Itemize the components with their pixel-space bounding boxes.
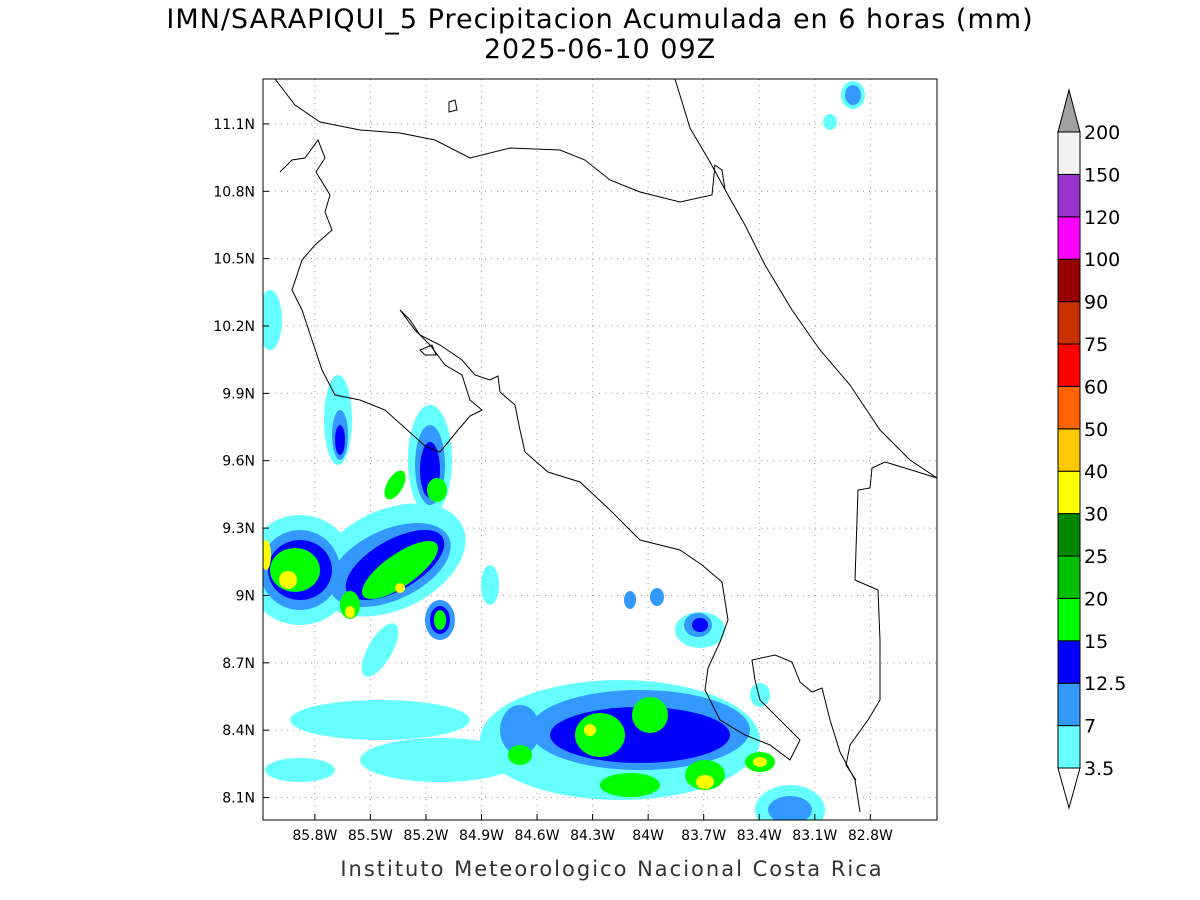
x-tick-label: 82.8W <box>848 828 893 844</box>
precipitation <box>263 81 865 820</box>
colorbar-box <box>1057 258 1081 303</box>
title: IMN/SARAPIQUI_5 Precipitacion Acumulada … <box>166 4 1033 35</box>
colorbar-box <box>1057 470 1081 515</box>
colorbar-label: 20 <box>1084 588 1108 610</box>
x-tick-label: 83.1W <box>792 828 837 844</box>
colorbar-label: 3.5 <box>1084 758 1114 780</box>
colorbar: 3.5 7 12.5 15 20 25 30 40 50 60 75 90 100 120 150 200 <box>1057 88 1126 810</box>
x-tick-label: 85.5W <box>348 828 393 844</box>
colorbar-label: 7 <box>1084 716 1096 738</box>
axes: 85.8W 85.5W 85.2W 84.9W 84.6W 84.3W 84W 83.7W 83… <box>213 117 893 844</box>
colorbar-label: 90 <box>1084 292 1108 314</box>
colorbar-box <box>1057 385 1081 430</box>
y-tick-label: 9.9N <box>222 386 255 402</box>
y-tick-label: 8.1N <box>222 791 255 807</box>
y-tick-label: 8.7N <box>222 656 255 672</box>
colorbar-label: 100 <box>1084 249 1120 271</box>
colorbar-over <box>1057 88 1081 133</box>
colorbar-box <box>1057 131 1081 175</box>
y-tick-label: 9.3N <box>222 521 255 537</box>
colorbar-label: 75 <box>1084 334 1108 356</box>
colorbar-box <box>1057 301 1081 345</box>
x-tick-label: 84W <box>632 828 664 844</box>
y-tick-label: 10.5N <box>213 252 255 268</box>
colorbar-label: 30 <box>1084 504 1108 526</box>
colorbar-box <box>1057 343 1081 387</box>
coastline <box>274 79 937 813</box>
y-tick-label: 10.2N <box>213 319 255 335</box>
colorbar-box <box>1057 216 1081 260</box>
x-tick-label: 83.4W <box>737 828 782 844</box>
colorbar-label: 50 <box>1084 419 1108 441</box>
colorbar-label: 40 <box>1084 461 1108 483</box>
x-tick-label: 85.2W <box>403 828 448 844</box>
colorbar-label: 12.5 <box>1084 673 1126 695</box>
x-tick-label: 83.7W <box>681 828 726 844</box>
x-tick-label: 85.8W <box>292 828 337 844</box>
y-tick-label: 11.1N <box>213 117 255 133</box>
x-tick-label: 84.9W <box>459 828 504 844</box>
colorbar-label: 60 <box>1084 376 1108 398</box>
y-tick-label: 9N <box>236 588 255 604</box>
colorbar-box <box>1057 682 1081 727</box>
map-frame <box>262 78 938 821</box>
x-tick-label: 84.3W <box>570 828 615 844</box>
colorbar-box <box>1057 640 1081 684</box>
colorbar-label: 200 <box>1084 122 1120 144</box>
subtitle: 2025-06-10 09Z <box>484 34 716 65</box>
colorbar-label: 15 <box>1084 631 1108 653</box>
y-tick-label: 9.6N <box>222 454 255 470</box>
colorbar-box <box>1057 725 1081 769</box>
colorbar-box <box>1057 513 1081 557</box>
colorbar-box <box>1057 428 1081 472</box>
x-tick-label: 84.6W <box>515 828 560 844</box>
y-tick-label: 10.8N <box>213 184 255 200</box>
colorbar-label: 150 <box>1084 164 1120 186</box>
colorbar-under <box>1057 767 1081 810</box>
colorbar-box <box>1057 173 1081 218</box>
colorbar-box <box>1057 555 1081 599</box>
colorbar-label: 25 <box>1084 546 1108 568</box>
y-tick-label: 8.4N <box>222 723 255 739</box>
footer: Instituto Meteorologico Nacional Costa R… <box>340 857 883 881</box>
colorbar-box <box>1057 597 1081 642</box>
colorbar-label: 120 <box>1084 207 1120 229</box>
